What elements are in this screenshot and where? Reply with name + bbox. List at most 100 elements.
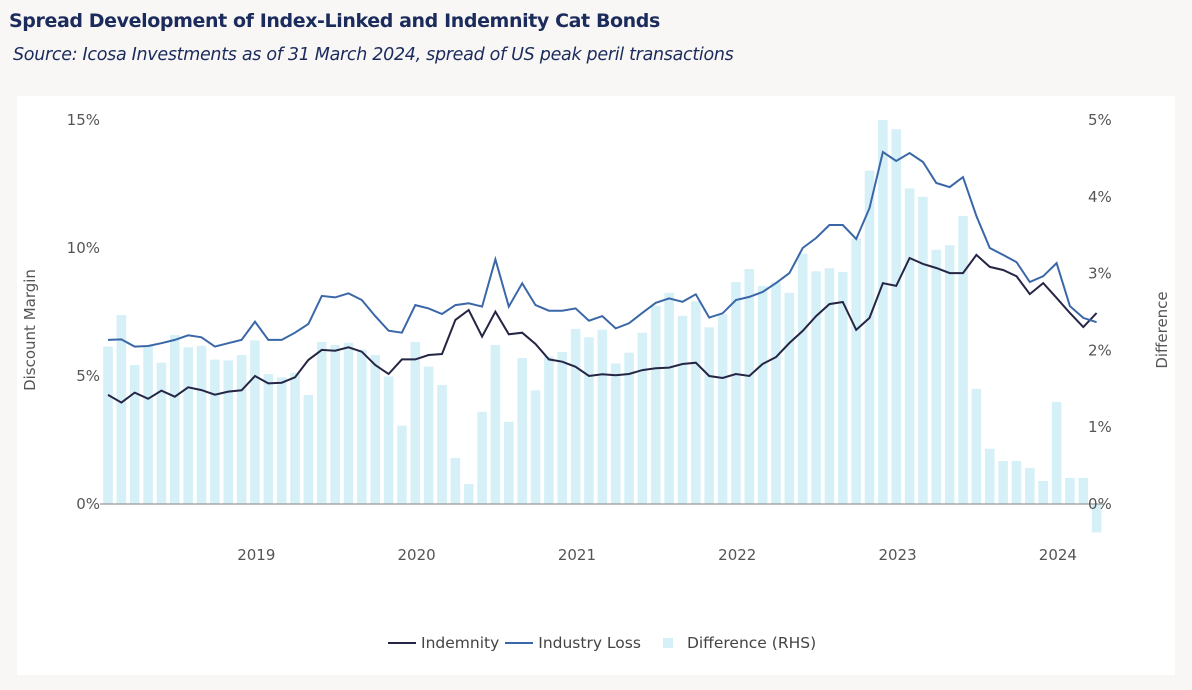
difference-bar [170, 335, 180, 504]
difference-bar [904, 188, 915, 505]
difference-bar [664, 292, 674, 504]
difference-bar [851, 238, 861, 504]
indemnity-line [107, 253, 1098, 404]
difference-bar [757, 285, 768, 504]
indemnity-swatch [388, 642, 416, 644]
x-tick-label: 2023 [878, 546, 916, 564]
difference-bar [1038, 480, 1048, 504]
difference-bar [544, 356, 554, 504]
difference-bar [423, 366, 434, 504]
difference-bar [704, 327, 714, 504]
difference-bar [624, 352, 634, 504]
left-tick-label: 5% [76, 367, 100, 385]
difference-bar [984, 448, 995, 504]
difference-bar [357, 349, 367, 504]
left-tick-label: 0% [76, 495, 100, 513]
difference-bar [944, 245, 955, 504]
difference-bar [236, 355, 247, 504]
difference-bar [183, 347, 193, 504]
difference-bar [784, 292, 795, 504]
axis-ticks: 0% 5% 10% 15% 0% 1% 2% 3% 4% 5% 2019 2020 2021 2022 20… [67, 111, 1112, 564]
x-tick-label: 2020 [398, 546, 436, 564]
legend-item-difference[interactable]: Difference (RHS) [647, 634, 816, 652]
difference-bars [103, 120, 1102, 533]
difference-bar [717, 314, 728, 504]
right-tick-label: 1% [1088, 418, 1112, 436]
difference-bar [463, 484, 474, 504]
x-tick-label: 2022 [718, 546, 756, 564]
difference-bar [223, 360, 234, 504]
difference-bar [303, 394, 314, 504]
legend-label: Industry Loss [538, 634, 641, 652]
difference-bar [971, 388, 982, 504]
x-tick-label: 2024 [1039, 546, 1077, 564]
legend-item-indemnity[interactable]: Indemnity [388, 634, 499, 652]
difference-bar [650, 305, 661, 504]
difference-bar [878, 120, 888, 504]
right-axis-label: Difference [1153, 291, 1171, 368]
difference-bar [584, 337, 594, 504]
difference-bar [597, 329, 608, 504]
right-tick-label: 5% [1088, 111, 1112, 129]
difference-bar [838, 272, 848, 504]
difference-bar [290, 372, 300, 504]
difference-bar [998, 460, 1008, 504]
legend-label: Indemnity [421, 634, 500, 652]
legend-item-industry-loss[interactable]: Industry Loss [505, 634, 641, 652]
difference-bar [156, 362, 167, 504]
difference-bar [557, 351, 568, 504]
legend-label: Difference (RHS) [686, 634, 817, 652]
difference-bar [383, 376, 394, 504]
difference-bar [263, 374, 274, 504]
difference-bar [918, 196, 928, 505]
difference-bar [316, 341, 327, 504]
left-tick-label: 15% [67, 111, 100, 129]
difference-bar [1091, 504, 1102, 533]
chart-subtitle: Source: Icosa Investments as of 31 March… [13, 45, 734, 65]
difference-bar [397, 425, 407, 504]
difference-bar [370, 355, 380, 504]
x-tick-label: 2021 [558, 546, 596, 564]
chart-panel [17, 96, 1175, 675]
difference-bar [490, 345, 501, 504]
x-tick-label: 2019 [237, 546, 275, 564]
difference-swatch [662, 638, 673, 648]
difference-bar [517, 358, 527, 504]
difference-bar [771, 282, 781, 504]
difference-bar [1078, 477, 1089, 504]
right-tick-label: 2% [1088, 341, 1112, 359]
difference-bar [731, 282, 741, 504]
difference-bar [437, 384, 447, 504]
difference-bar [691, 301, 701, 504]
difference-bar [330, 345, 340, 504]
difference-bar [210, 359, 220, 504]
right-tick-label: 4% [1088, 188, 1112, 206]
difference-bar [610, 363, 621, 504]
chart-title: Spread Development of Index-Linked and I… [9, 10, 660, 32]
difference-bar [1025, 467, 1035, 504]
difference-bar [143, 345, 153, 504]
difference-bar [891, 129, 902, 504]
legend: Indemnity Industry Loss Difference (RHS) [388, 634, 822, 652]
difference-bar [250, 340, 260, 504]
industry-loss-line [107, 150, 1097, 348]
difference-bar [343, 342, 354, 504]
difference-bar [864, 170, 875, 505]
difference-bar [530, 390, 541, 504]
right-tick-label: 0% [1088, 495, 1112, 513]
difference-bar [450, 457, 461, 504]
right-tick-label: 3% [1088, 265, 1112, 283]
difference-bar [797, 253, 808, 504]
difference-bar [504, 421, 514, 504]
difference-bar [811, 271, 821, 504]
difference-bar [196, 345, 207, 504]
difference-bar [958, 216, 968, 504]
difference-bar [744, 268, 755, 504]
difference-bar [116, 315, 127, 504]
difference-bar [824, 268, 835, 504]
left-axis-label: Discount Margin [21, 269, 39, 391]
difference-bar [1065, 477, 1075, 504]
difference-bar [129, 364, 140, 504]
difference-bar [1051, 401, 1062, 504]
difference-bar [931, 249, 942, 504]
